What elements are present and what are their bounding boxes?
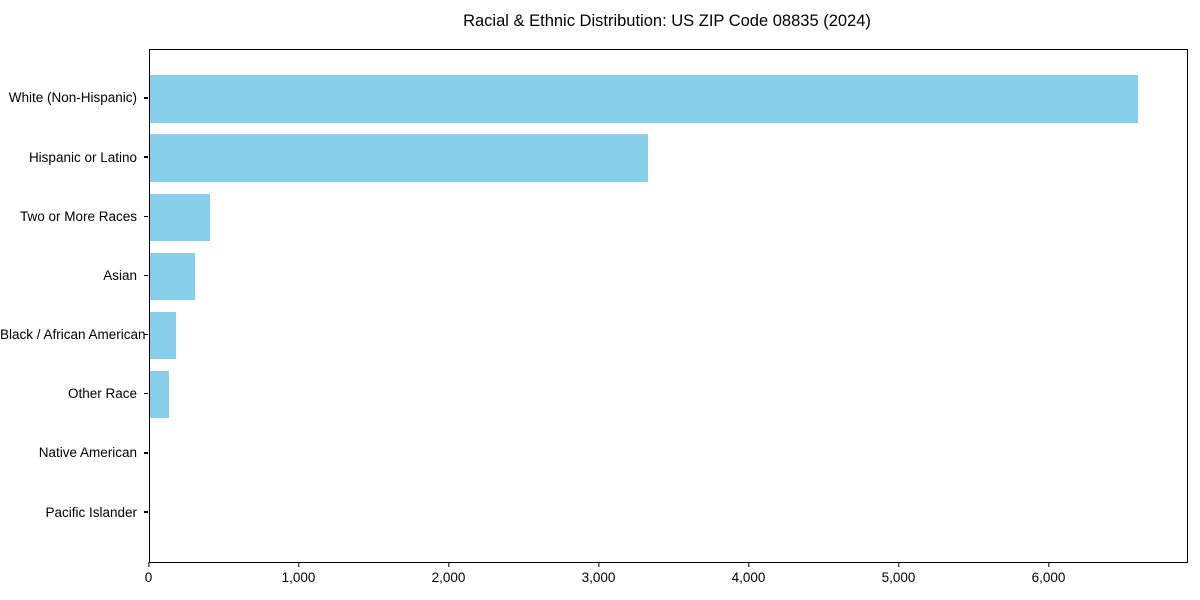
y-tick-label: Hispanic or Latino [28, 149, 137, 165]
bar [149, 75, 1139, 123]
bar [149, 252, 196, 301]
x-tick-mark [897, 562, 900, 567]
y-tick-label: Asian [103, 267, 137, 283]
x-tick-label: 4,000 [731, 570, 766, 585]
x-tick-label: 1,000 [281, 570, 316, 585]
bar [149, 371, 169, 419]
x-tick-mark [147, 562, 150, 567]
y-tick-mark [143, 393, 148, 395]
y-tick-label: Native American [38, 445, 137, 461]
y-tick-mark [143, 452, 148, 454]
x-tick-mark [1047, 562, 1050, 567]
x-tick-label: 5,000 [881, 570, 916, 585]
x-tick-mark [597, 562, 600, 567]
y-tick-mark [143, 274, 148, 277]
y-tick-label: Other Race [67, 386, 137, 402]
y-tick-mark [143, 333, 148, 336]
x-tick-mark [747, 562, 750, 567]
plot-area [148, 49, 1188, 563]
y-tick-label: Two or More Races [19, 208, 137, 224]
y-tick-label: Black / African American [0, 327, 146, 343]
y-tick-label: Pacific Islander [45, 504, 137, 520]
x-tick-mark [297, 562, 300, 567]
y-tick-label: White (Non-Hispanic) [8, 90, 137, 106]
y-tick-mark [143, 156, 148, 158]
x-tick-mark [447, 562, 450, 567]
chart-title: Racial & Ethnic Distribution: US ZIP Cod… [463, 12, 871, 30]
bar [149, 134, 649, 182]
x-tick-label: 2,000 [431, 570, 466, 585]
y-tick-mark [143, 511, 148, 513]
x-tick-label: 3,000 [581, 570, 616, 585]
y-axis-labels: White (Non-Hispanic) Hispanic or Latino Tw… [0, 49, 148, 561]
bar [149, 193, 210, 241]
x-axis: 0 1,000 2,000 3,000 4,000 5,000 6,000 [145, 561, 1186, 595]
bar [149, 311, 176, 360]
y-tick-mark [143, 215, 148, 217]
x-tick-label: 6,000 [1031, 570, 1066, 585]
y-tick-mark [143, 97, 148, 99]
x-tick-label: 0 [144, 570, 153, 585]
